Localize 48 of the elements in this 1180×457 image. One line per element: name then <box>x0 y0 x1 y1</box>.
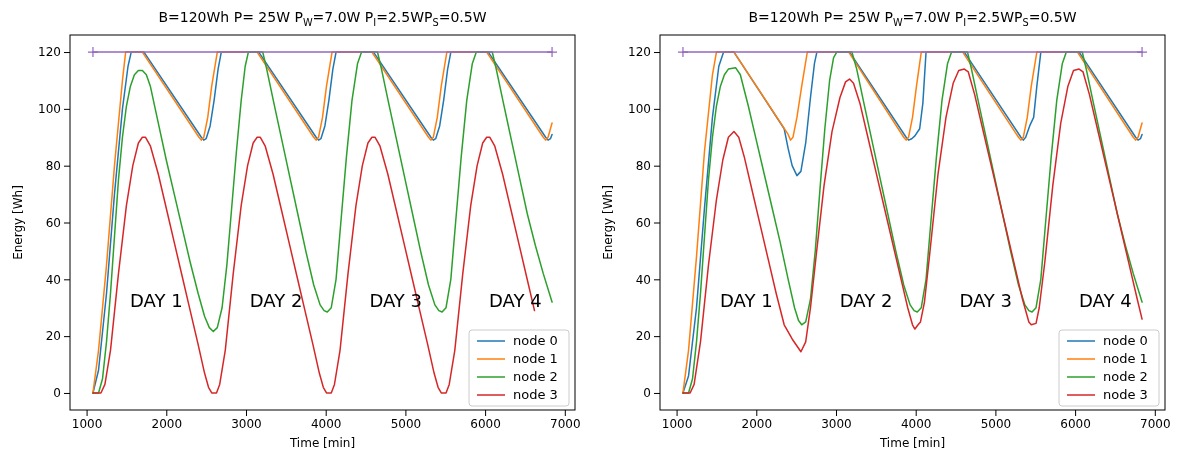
y-tick-label: 80 <box>45 159 61 174</box>
y-tick-label: 20 <box>45 329 61 344</box>
y-tick-label: 40 <box>635 272 651 287</box>
x-tick-label: 6000 <box>1060 416 1091 431</box>
x-tick-label: 1000 <box>661 416 693 431</box>
x-axis-title: Time [min] <box>878 436 946 450</box>
annotation: DAY 2 <box>839 290 893 312</box>
y-tick-label: 40 <box>45 272 61 287</box>
annotation: DAY 1 <box>720 290 773 312</box>
x-tick-label: 3000 <box>821 416 852 431</box>
annotation: DAY 4 <box>1079 290 1132 312</box>
legend-label: node 3 <box>1103 386 1148 402</box>
y-tick-label: 120 <box>38 45 61 60</box>
legend-label: node 2 <box>1103 368 1148 384</box>
annotation: DAY 1 <box>130 290 183 312</box>
annotation: DAY 2 <box>249 290 303 312</box>
chart-title: B=120Wh P= 25W P$_{W}$=7.0W P$_{I}$=2.5WP$_{S}$=0.5W <box>748 9 1077 28</box>
legend-label: node 0 <box>513 332 558 348</box>
x-axis-title: Time [min] <box>288 436 356 450</box>
y-axis-title: Energy [Wh] <box>601 185 615 260</box>
y-tick-label: 20 <box>635 329 651 344</box>
y-tick-label: 100 <box>628 102 651 117</box>
x-tick-label: 4000 <box>900 416 932 431</box>
x-tick-label: 5000 <box>980 416 1012 431</box>
x-tick-label: 5000 <box>390 416 422 431</box>
x-tick-label: 2000 <box>151 416 183 431</box>
legend-label: node 3 <box>513 386 558 402</box>
legend-label: node 0 <box>1103 332 1148 348</box>
y-tick-label: 100 <box>38 102 61 117</box>
y-tick-label: 60 <box>45 215 61 230</box>
x-tick-label: 7000 <box>1140 416 1171 431</box>
y-tick-label: 80 <box>635 159 651 174</box>
y-tick-label: 120 <box>628 45 651 60</box>
x-tick-label: 7000 <box>550 416 581 431</box>
annotation: DAY 3 <box>959 290 1013 312</box>
x-tick-label: 6000 <box>470 416 501 431</box>
x-tick-label: 4000 <box>310 416 342 431</box>
x-tick-label: 1000 <box>71 416 103 431</box>
y-tick-label: 60 <box>635 215 651 230</box>
x-tick-label: 3000 <box>231 416 262 431</box>
x-tick-label: 2000 <box>741 416 773 431</box>
legend-label: node 2 <box>513 368 558 384</box>
y-tick-label: 0 <box>643 386 651 401</box>
y-tick-label: 0 <box>53 386 61 401</box>
y-axis-title: Energy [Wh] <box>11 185 25 260</box>
legend-label: node 1 <box>1103 350 1148 366</box>
chart-title: B=120Wh P= 25W P$_{W}$=7.0W P$_{I}$=2.5WP$_{S}$=0.5W <box>158 9 487 28</box>
legend-label: node 1 <box>513 350 558 366</box>
